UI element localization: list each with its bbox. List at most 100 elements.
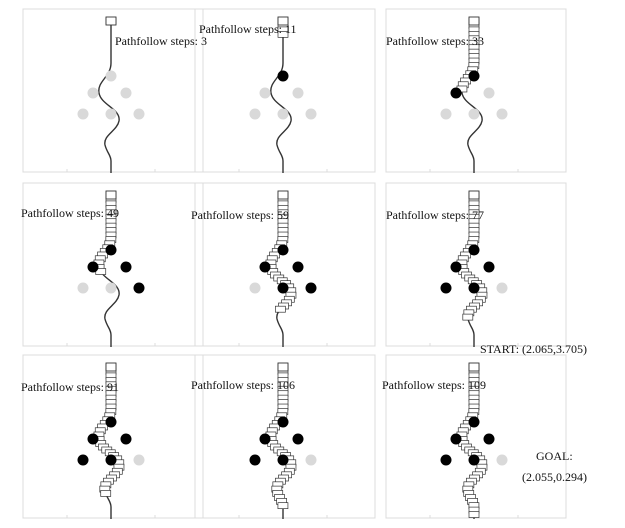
start-marker: [277, 362, 289, 372]
obstacle-unknown: [440, 108, 452, 120]
obstacle-unknown: [483, 87, 495, 99]
panel-frame: [194, 354, 376, 519]
panel-7: Pathfollow steps: 91: [21, 354, 204, 519]
robot-trail-square: [462, 313, 474, 321]
obstacle-detected: [277, 282, 289, 294]
panel-3: Pathfollow steps: 33: [385, 8, 567, 173]
obstacle-unknown: [77, 108, 89, 120]
panel-caption: Pathfollow steps: 91: [21, 380, 119, 394]
obstacle-detected: [87, 261, 99, 273]
panel-frame: [194, 182, 376, 347]
obstacle-detected: [468, 244, 480, 256]
obstacle-detected: [120, 433, 132, 445]
obstacle-detected: [277, 244, 289, 256]
start-marker: [468, 190, 480, 200]
obstacle-unknown: [305, 108, 317, 120]
panel-4: Pathfollow steps: 49: [21, 182, 204, 347]
panel-2: Pathfollow steps: 11: [194, 8, 376, 173]
obstacle-detected: [77, 454, 89, 466]
panel-caption: Pathfollow steps: 49: [21, 206, 119, 220]
obstacle-detected: [259, 261, 271, 273]
obstacle-detected: [450, 87, 462, 99]
obstacle-detected: [483, 261, 495, 273]
obstacle-unknown: [105, 108, 117, 120]
panel-frame: [385, 8, 567, 173]
obstacle-unknown: [292, 87, 304, 99]
obstacle-detected: [87, 433, 99, 445]
obstacle-unknown: [77, 282, 89, 294]
obstacle-unknown: [133, 108, 145, 120]
obstacle-detected: [483, 433, 495, 445]
obstacle-detected: [305, 282, 317, 294]
obstacle-unknown: [496, 108, 508, 120]
panel-caption: Pathfollow steps: 106: [191, 378, 295, 392]
start-marker: [105, 16, 117, 26]
panel-frame: [22, 354, 204, 519]
panel-8: Pathfollow steps: 106: [191, 354, 376, 519]
obstacle-detected: [277, 454, 289, 466]
obstacle-unknown: [249, 282, 261, 294]
goal-label: GOAL:: [536, 449, 573, 463]
obstacle-unknown: [277, 108, 289, 120]
panel-caption: Pathfollow steps: 3: [115, 34, 207, 48]
obstacle-unknown: [105, 282, 117, 294]
obstacle-unknown: [468, 108, 480, 120]
obstacle-detected: [450, 261, 462, 273]
obstacle-unknown: [259, 87, 271, 99]
robot-trail-square: [277, 30, 289, 38]
start-marker: [468, 362, 480, 372]
start-marker: [105, 362, 117, 372]
start-marker: [468, 16, 480, 26]
obstacle-unknown: [87, 87, 99, 99]
panel-1: Pathfollow steps: 3: [22, 8, 207, 173]
obstacle-detected: [277, 70, 289, 82]
robot-trail-square: [468, 511, 480, 518]
panel-5: Pathfollow steps: 59: [191, 182, 376, 347]
obstacle-detected: [468, 416, 480, 428]
obstacle-detected: [292, 433, 304, 445]
panel-frame: [385, 182, 567, 347]
obstacle-detected: [468, 282, 480, 294]
robot-trail-square: [275, 305, 286, 313]
obstacle-detected: [440, 282, 452, 294]
obstacle-unknown: [496, 282, 508, 294]
obstacle-detected: [277, 416, 289, 428]
obstacle-unknown: [249, 108, 261, 120]
obstacle-detected: [105, 454, 117, 466]
obstacle-detected: [105, 244, 117, 256]
goal-coords: (2.055,0.294): [522, 470, 587, 484]
panel-caption: Pathfollow steps: 33: [386, 34, 484, 48]
obstacle-detected: [120, 261, 132, 273]
obstacle-detected: [249, 454, 261, 466]
obstacle-detected: [133, 282, 145, 294]
obstacle-detected: [468, 70, 480, 82]
obstacle-detected: [440, 454, 452, 466]
robot-trail-square: [100, 490, 112, 497]
panel-caption: Pathfollow steps: 59: [191, 208, 289, 222]
obstacle-detected: [105, 416, 117, 428]
obstacle-unknown: [305, 454, 317, 466]
obstacle-detected: [468, 454, 480, 466]
start-marker: [277, 16, 289, 26]
obstacle-unknown: [496, 454, 508, 466]
panel-frame: [22, 8, 204, 173]
panel-9: Pathfollow steps: 109: [382, 354, 567, 519]
panel-6: Pathfollow steps: 77: [385, 182, 567, 347]
panel-frame: [194, 8, 376, 173]
start-marker: [277, 190, 289, 200]
obstacle-unknown: [120, 87, 132, 99]
panel-caption: Pathfollow steps: 77: [386, 208, 484, 222]
start-label: START: (2.065,3.705): [480, 342, 587, 356]
obstacle-detected: [292, 261, 304, 273]
panel-frame: [22, 182, 204, 347]
obstacle-unknown: [133, 454, 145, 466]
panel-caption: Pathfollow steps: 109: [382, 378, 486, 392]
obstacle-detected: [259, 433, 271, 445]
obstacle-unknown: [105, 70, 117, 82]
panel-frame: [385, 354, 567, 519]
robot-trail-square: [277, 502, 289, 510]
planned-path: [98, 21, 120, 173]
obstacle-detected: [450, 433, 462, 445]
planned-path: [270, 21, 292, 173]
